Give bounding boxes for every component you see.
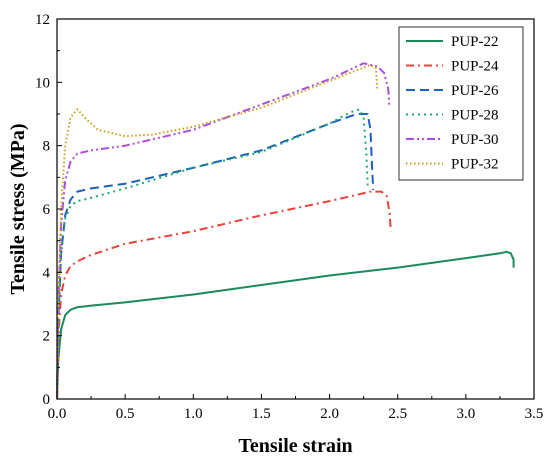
series-line-pup-32	[56, 63, 379, 400]
y-tick-label: 2	[43, 329, 51, 345]
y-tick-label: 0	[43, 392, 51, 408]
legend: PUP-22 PUP-24 PUP-26 PUP-28 PUP-30 PUP-32	[398, 26, 524, 181]
x-axis-title: Tensile strain	[238, 435, 352, 457]
series-line-pup-22	[56, 250, 515, 400]
y-tick-label: 10	[35, 75, 50, 91]
legend-label-pup-22: PUP-22	[451, 34, 499, 50]
y-tick-label: 12	[35, 12, 50, 28]
x-tick-label: 2.0	[320, 406, 339, 422]
legend-label-pup-30: PUP-30	[451, 132, 499, 148]
axis-ticks: 0.0 0.5 1.0 1.5 2.0 2.5 3.0 3.5 0 2 4 6 8 10 12	[35, 12, 543, 422]
x-tick-label: 3.0	[456, 406, 475, 422]
legend-label-pup-28: PUP-28	[451, 108, 499, 124]
plot-lines	[56, 62, 515, 400]
y-axis-title: Tensile stress (MPa)	[7, 123, 29, 294]
y-tick-label: 8	[43, 139, 51, 155]
series-line-pup-24	[56, 190, 392, 400]
x-tick-label: 2.5	[388, 406, 407, 422]
legend-label-pup-26: PUP-26	[451, 83, 499, 99]
series-line-pup-28	[56, 108, 369, 400]
y-tick-label: 4	[43, 265, 51, 281]
legend-label-pup-32: PUP-32	[451, 157, 499, 173]
series-line-pup-26	[56, 113, 375, 400]
x-tick-label: 0.0	[48, 406, 67, 422]
legend-box	[398, 26, 524, 181]
x-tick-label: 3.5	[525, 406, 544, 422]
x-tick-label: 1.0	[184, 406, 203, 422]
y-tick-label: 6	[43, 202, 51, 218]
legend-label-pup-24: PUP-24	[451, 59, 499, 75]
x-tick-label: 0.5	[116, 406, 135, 422]
x-tick-label: 1.5	[252, 406, 271, 422]
series-line-pup-30	[56, 62, 391, 400]
